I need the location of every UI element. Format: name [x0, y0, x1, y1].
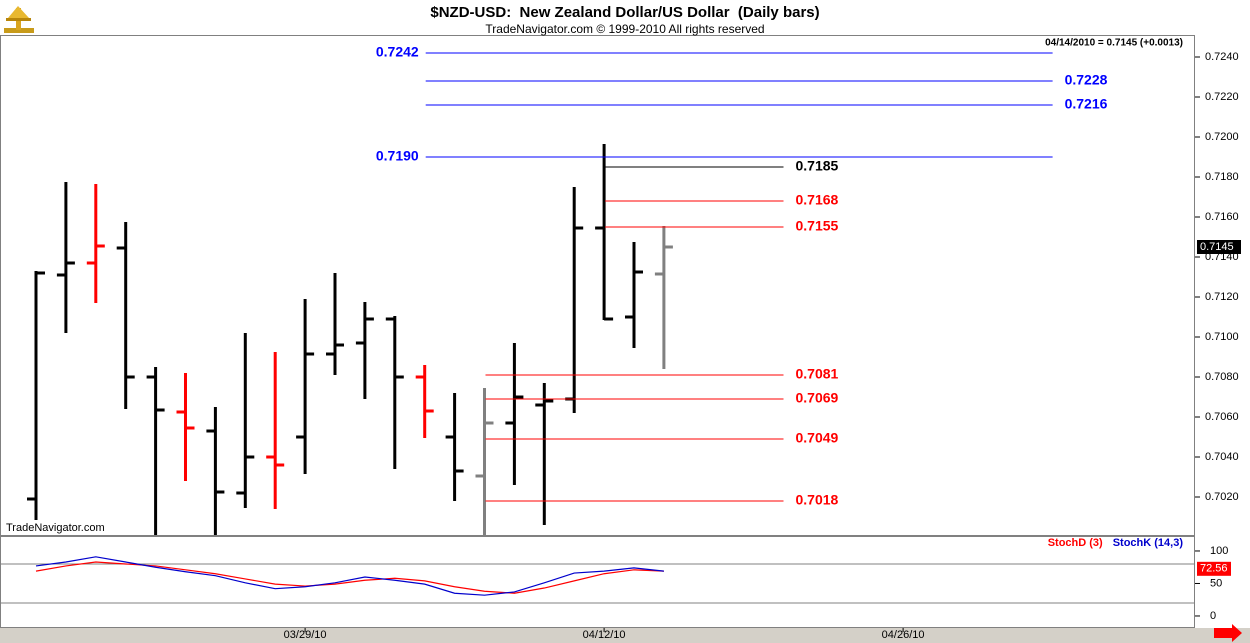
x-tick-label: 04/12/10 [583, 629, 626, 641]
last-price-tag [1197, 240, 1241, 254]
y-tick-label: 0 [1210, 610, 1216, 622]
status: 04/14/2010 = 0.7145 (+0.0013) [1045, 38, 1183, 49]
indicator-line [35, 556, 664, 596]
level-label: 0.7018 [796, 492, 839, 508]
indicator-plot [0, 556, 1195, 604]
level-label: 0.7190 [376, 148, 419, 164]
x-axis-strip [0, 628, 1250, 643]
x-tick-label: 03/29/10 [284, 629, 327, 641]
x-tick-label: 04/26/10 [882, 629, 925, 641]
level-label: 0.7069 [796, 390, 839, 406]
chart-subtitle: TradeNavigator.com © 1999-2010 All right… [485, 22, 764, 36]
y-tick-label: 0.7200 [1205, 131, 1239, 143]
level-label: 0.7216 [1065, 96, 1108, 112]
level-label: 0.7081 [796, 366, 839, 382]
y-tick-label: 100 [1210, 545, 1228, 557]
chart-title: $NZD-USD: New Zealand Dollar/US Dollar (… [430, 4, 819, 21]
price-panel-frame [0, 35, 1195, 536]
scroll-arrow[interactable] [1214, 624, 1242, 642]
y-tick-label: 0.7240 [1205, 51, 1239, 63]
y-tick-label: 0.7220 [1205, 91, 1239, 103]
level-label: 0.7228 [1065, 72, 1108, 88]
indicator-panel-frame [0, 536, 1195, 628]
y-tick-label: 0.7120 [1205, 291, 1239, 303]
y-tick-label: 0.7020 [1205, 491, 1239, 503]
level-label: 0.7242 [376, 44, 419, 60]
y-tick-label: 0.7100 [1205, 331, 1239, 343]
last-price-label: 0.7145 [1200, 241, 1234, 253]
y-tick-label: 0.7080 [1205, 371, 1239, 383]
level-label: 0.7185 [796, 158, 839, 174]
level-label: 0.7049 [796, 430, 839, 446]
price-plot [27, 52, 1053, 535]
level-label: 0.7168 [796, 192, 839, 208]
watermark: TradeNavigator.com [6, 522, 105, 534]
legend-entry: StochK (14,3) [1113, 537, 1184, 549]
indicator-last-tag [1197, 561, 1231, 576]
level-label: 0.7155 [796, 218, 839, 234]
y-tick-label: 0.7040 [1205, 451, 1239, 463]
logo [4, 6, 34, 33]
y-tick-label: 0.7060 [1205, 411, 1239, 423]
y-tick-label: 0.7180 [1205, 171, 1239, 183]
y-tick-label: 50 [1210, 577, 1222, 589]
indicator-last-label: 72.56 [1200, 563, 1228, 575]
legend-entry: StochD (3) [1048, 537, 1103, 549]
y-tick-label: 0.7160 [1205, 211, 1239, 223]
